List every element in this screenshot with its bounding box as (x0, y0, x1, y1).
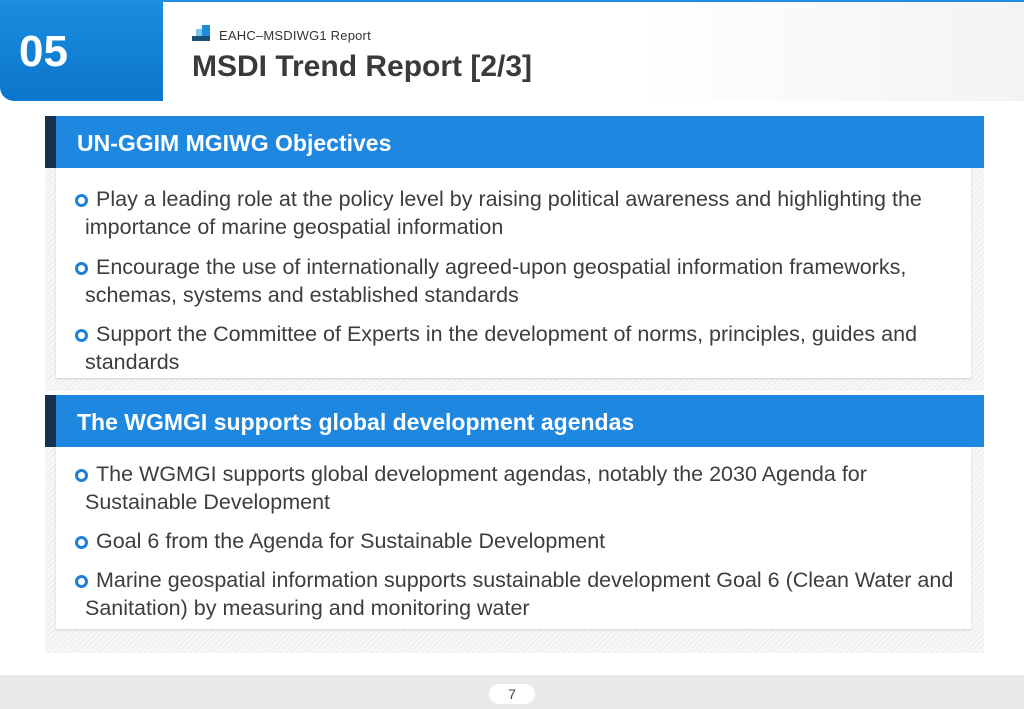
list-item: Marine geospatial information supports s… (75, 566, 965, 622)
bullet-circle-icon (75, 194, 88, 207)
header-area (163, 2, 1024, 101)
bullet-circle-icon (75, 536, 88, 549)
page-title: MSDI Trend Report [2/3] (192, 50, 533, 83)
section-objectives: UN-GGIM MGIWG Objectives Play a leading … (45, 116, 984, 391)
report-label: EAHC–MSDIWG1 Report (219, 28, 371, 43)
list-item: Support the Committee of Experts in the … (75, 320, 965, 376)
list-item: Play a leading role at the policy level … (75, 185, 965, 241)
list-item: The WGMGI supports global development ag… (75, 460, 965, 516)
section-number-tab: 05 (0, 2, 163, 101)
bullet-circle-icon (75, 262, 88, 275)
page-number: 7 (489, 684, 535, 704)
section-body: The WGMGI supports global development ag… (56, 447, 971, 629)
section-header: UN-GGIM MGIWG Objectives (45, 116, 984, 168)
bullet-circle-icon (75, 469, 88, 482)
section-body: Play a leading role at the policy level … (56, 168, 971, 378)
top-accent-line (0, 0, 1024, 2)
section-header: The WGMGI supports global development ag… (45, 395, 984, 447)
section-title: The WGMGI supports global development ag… (77, 409, 635, 435)
section-development-agendas: The WGMGI supports global development ag… (45, 395, 984, 653)
list-item: Encourage the use of internationally agr… (75, 253, 965, 309)
section-title: UN-GGIM MGIWG Objectives (77, 130, 392, 156)
section-number: 05 (19, 26, 68, 76)
bullet-circle-icon (75, 575, 88, 588)
bullet-circle-icon (75, 329, 88, 342)
list-item: Goal 6 from the Agenda for Sustainable D… (75, 527, 965, 555)
logo-icon (192, 25, 210, 41)
